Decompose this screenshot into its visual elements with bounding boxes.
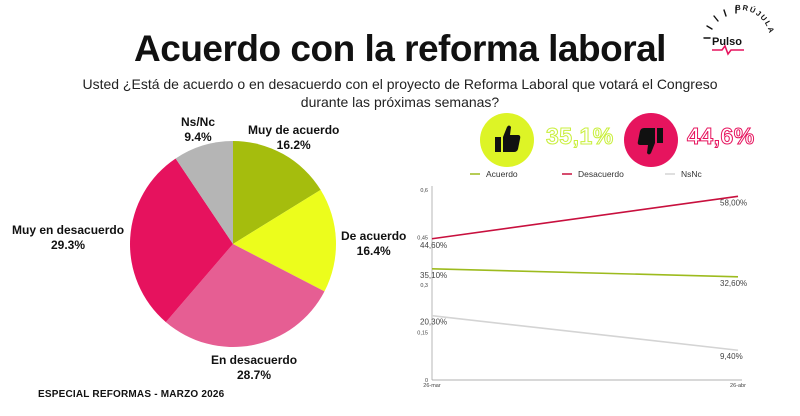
pie-label-value: 28.7% — [237, 368, 272, 382]
data-label-desacuerdo: 44,60% — [420, 241, 447, 250]
logo-brand: Pulso — [712, 36, 742, 48]
pie-label-text: Muy de acuerdo — [248, 123, 340, 137]
chart-title: Acuerdo con la reforma laboral — [134, 28, 666, 69]
pie-label-text: Ns/Nc — [181, 115, 216, 129]
disagree-value: 44,6% — [687, 123, 755, 150]
legend-item-desacuerdo: Desacuerdo — [562, 169, 624, 179]
y-tick-label: 0 — [425, 378, 428, 384]
svg-text:BRÚJULA SOCIAL: BRÚJULA SOCIAL — [700, 2, 777, 38]
logo-ring-text: BRÚJULA SOCIAL — [696, 0, 775, 38]
y-tick-label: 0,45 — [417, 236, 428, 242]
legend-item-nsnc: NsNc — [665, 169, 703, 179]
series-line-acuerdo — [431, 268, 739, 278]
data-label-nsnc: 9,40% — [720, 352, 743, 361]
y-tick-label: 0,3 — [420, 283, 428, 289]
agree-badge — [480, 113, 534, 167]
data-label-desacuerdo: 58,00% — [720, 198, 747, 207]
pie-label-en-desacuerdo: En desacuerdo 28.7% — [211, 353, 297, 383]
disagree-badge — [624, 113, 678, 167]
legend-label: Desacuerdo — [578, 169, 624, 179]
pie-label-text: Muy en desacuerdo — [12, 223, 125, 237]
agree-value: 35,1% — [546, 123, 614, 150]
pie-label-muy-en-desacuerdo: Muy en desacuerdo 29.3% — [12, 223, 124, 253]
series-line-nsnc — [431, 314, 739, 352]
pie-slice-en-desacuerdo — [165, 244, 325, 347]
thumbs-down-icon — [637, 128, 663, 155]
footer-text: ESPECIAL REFORMAS - MARZO 2026 — [38, 389, 225, 400]
y-tick-label: 0,15 — [417, 331, 428, 337]
chart-subtitle: Usted ¿Está de acuerdo o en desacuerdo c… — [82, 76, 718, 110]
legend-label: Acuerdo — [486, 169, 518, 179]
legend-label: NsNc — [681, 169, 703, 179]
data-label-acuerdo: 32,60% — [720, 279, 747, 288]
pie-slice-de-acuerdo — [233, 189, 336, 292]
line-chart: Acuerdo Desacuerdo NsNc 0 0,15 0,3 0,45 0,6 26-m… — [417, 169, 747, 389]
series-line-desacuerdo — [431, 195, 739, 240]
pie-chart — [129, 141, 336, 347]
pie-label-ns-nc: Ns/Nc 9.4% — [181, 115, 215, 145]
pie-label-value: 16.2% — [276, 138, 311, 152]
pie-label-value: 9.4% — [184, 130, 212, 144]
pie-slice-muy-en-desacuerdo — [129, 158, 233, 323]
y-tick-label: 0,6 — [420, 188, 428, 194]
pie-slice-muy-de-acuerdo — [233, 141, 321, 244]
x-tick-label: 26-abr — [730, 383, 746, 389]
pie-label-text: De acuerdo — [341, 229, 407, 243]
pie-label-text: En desacuerdo — [211, 353, 298, 367]
x-tick-label: 26-mar — [423, 383, 441, 389]
pie-slice-ns-nc — [175, 141, 233, 244]
data-label-acuerdo: 35,10% — [420, 271, 447, 280]
legend-item-acuerdo: Acuerdo — [470, 169, 518, 179]
pulso-brujula-social-logo: BRÚJULA SOCIAL Pulso — [696, 0, 786, 76]
thumbs-up-icon — [495, 125, 521, 152]
pie-label-value: 29.3% — [51, 238, 86, 252]
pie-label-value: 16.4% — [356, 244, 391, 258]
pie-label-muy-de-acuerdo: Muy de acuerdo 16.2% — [248, 123, 339, 153]
pie-label-de-acuerdo: De acuerdo 16.4% — [341, 229, 406, 259]
data-label-nsnc: 20,30% — [420, 318, 447, 327]
